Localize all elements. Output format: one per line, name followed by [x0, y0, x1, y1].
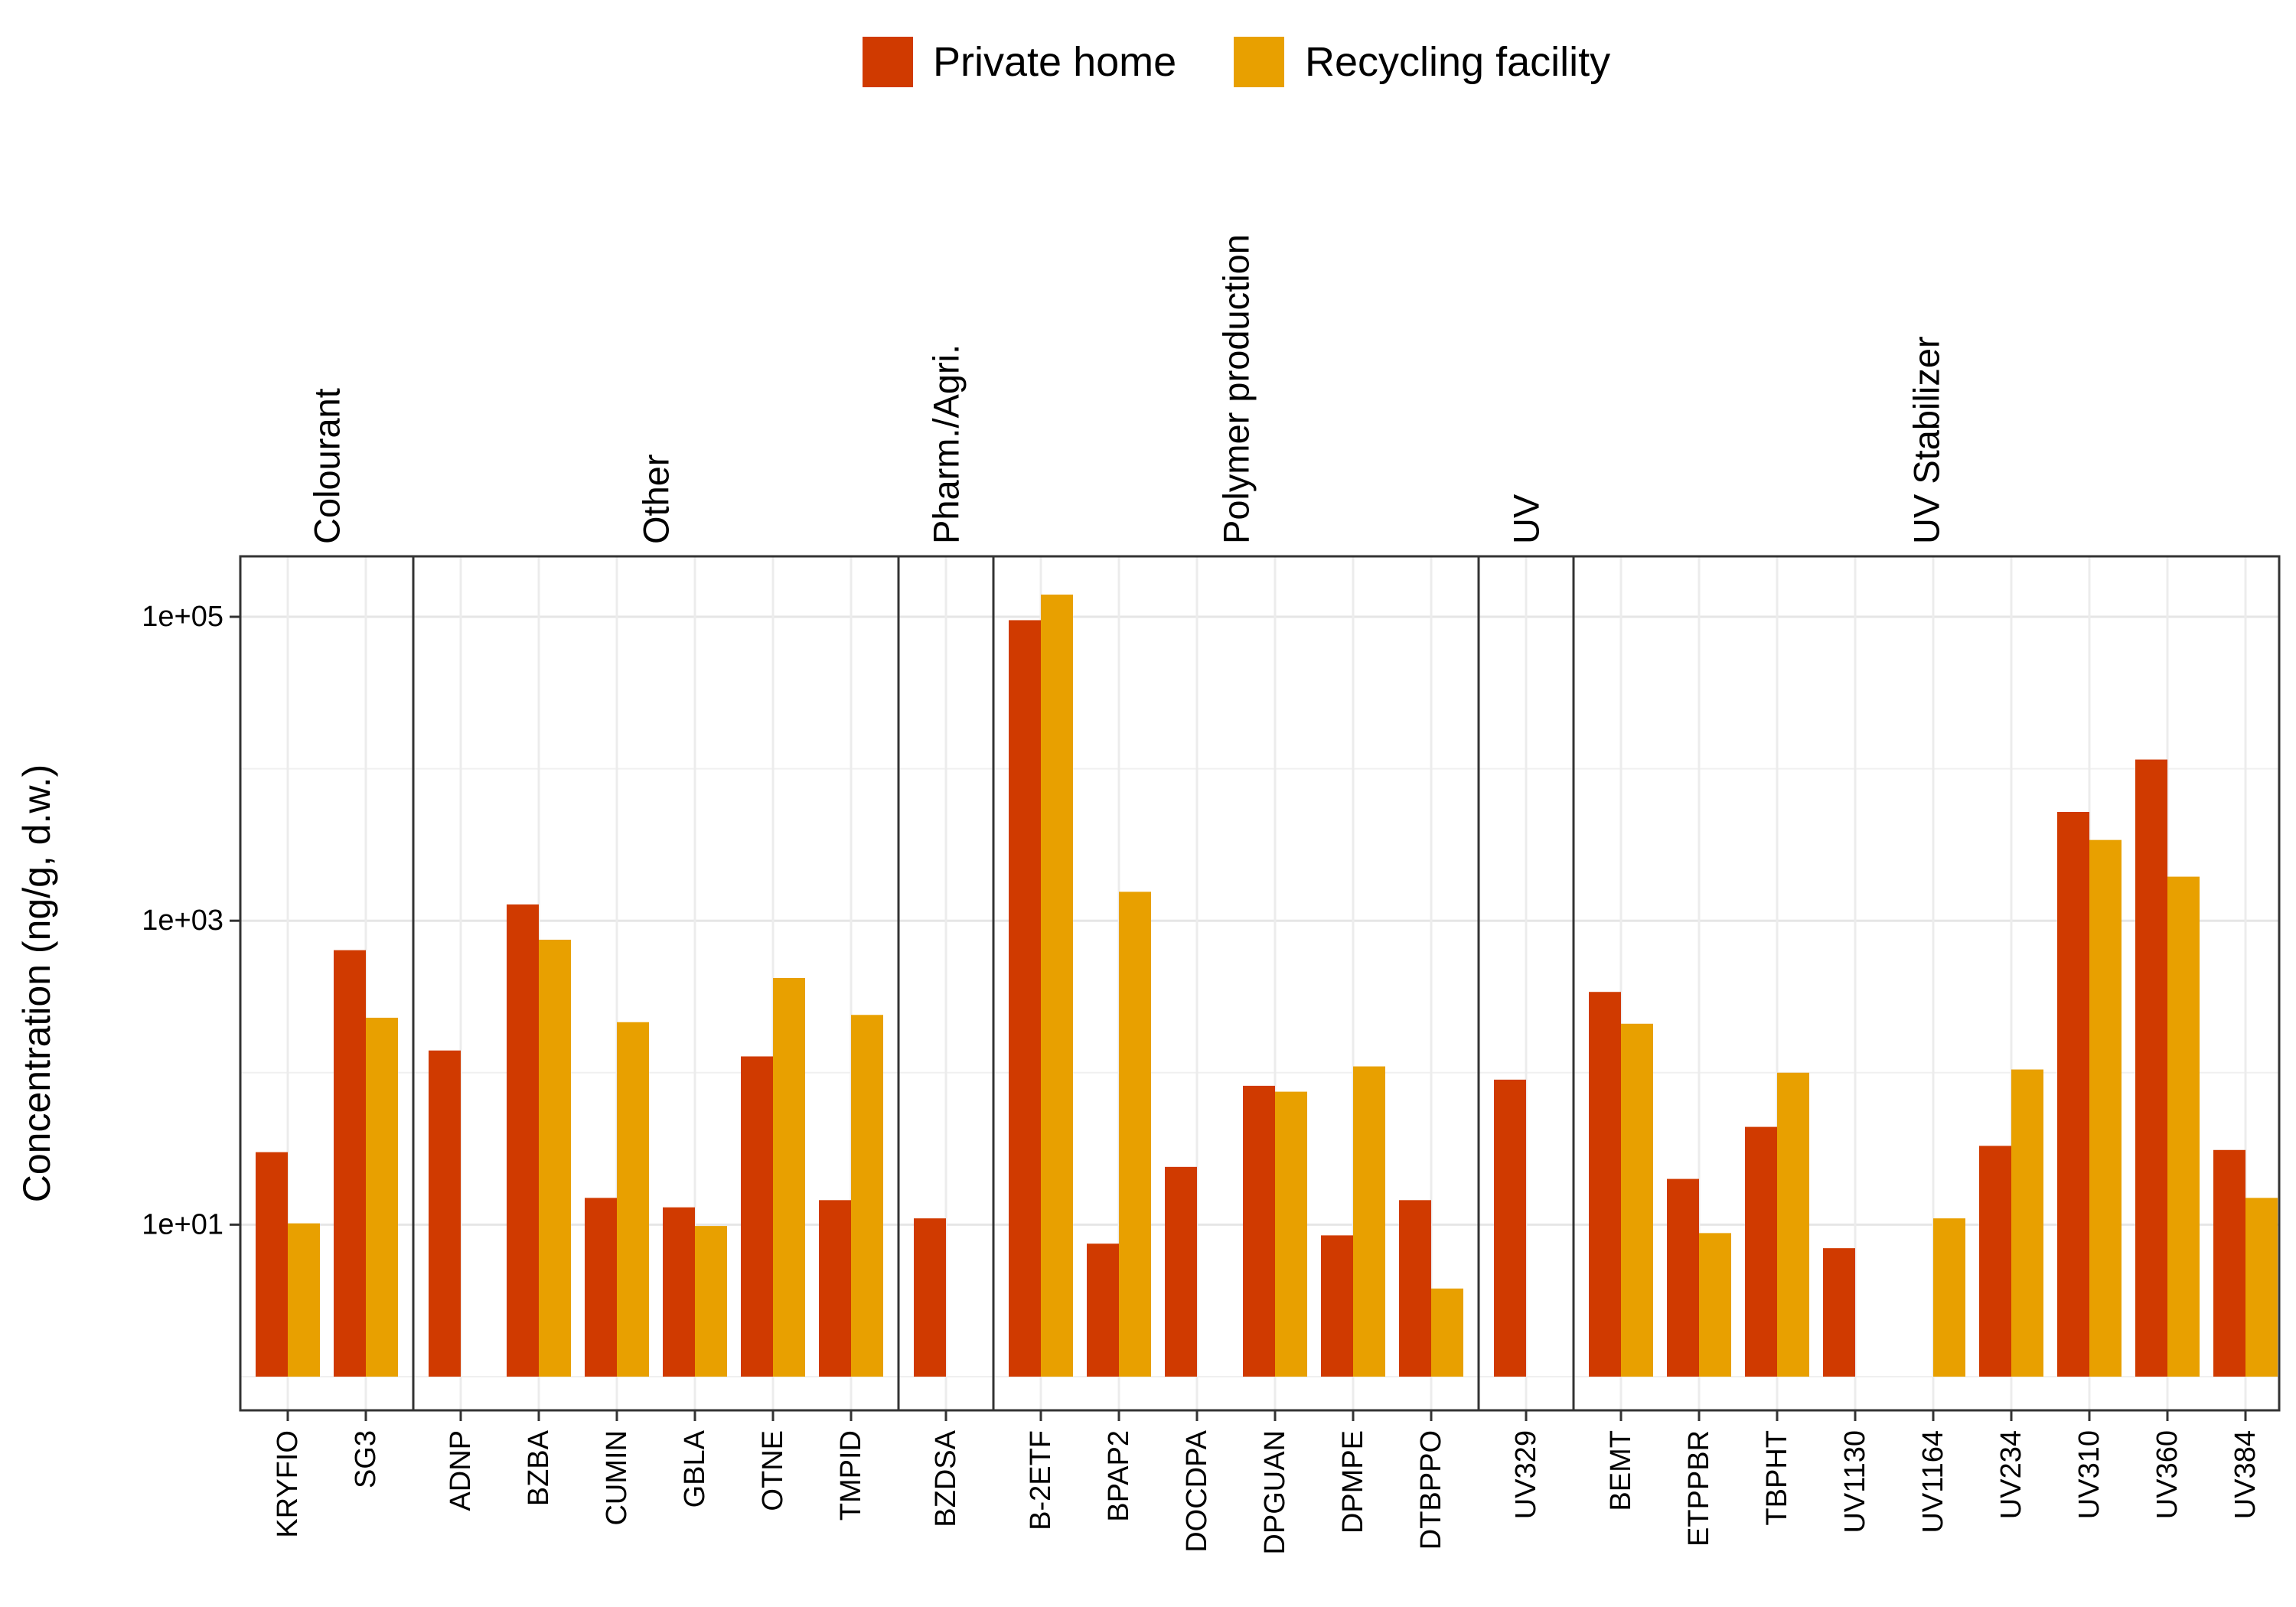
bar-cumin-private-home	[585, 1198, 617, 1377]
bar-bzba-recycling-facility	[539, 940, 571, 1377]
bars	[256, 595, 2278, 1377]
x-tick-label: UV1130	[1839, 1430, 1871, 1534]
x-tick-label: TBPHT	[1761, 1430, 1793, 1526]
bar-gbla-private-home	[663, 1207, 695, 1377]
x-tick-label: DPMPE	[1337, 1430, 1369, 1534]
bar-tbpht-recycling-facility	[1777, 1072, 1809, 1377]
x-tick-label: ADNP	[445, 1430, 477, 1511]
facet-strip-label: Polymer production	[1216, 234, 1257, 544]
bar-dpguan-recycling-facility	[1275, 1091, 1307, 1377]
bar-bpap2-recycling-facility	[1119, 892, 1151, 1377]
bar-etppbr-recycling-facility	[1699, 1233, 1731, 1377]
x-tick-label: GBLA	[679, 1429, 711, 1508]
legend-label: Recycling facility	[1305, 39, 1610, 85]
y-tick-label: 1e+03	[142, 905, 223, 937]
y-tick-label: 1e+01	[142, 1208, 223, 1240]
x-tick-label: ETPPBR	[1683, 1430, 1715, 1547]
bar-dtbppo-private-home	[1399, 1200, 1431, 1377]
facet-strip-label: Colourant	[307, 388, 347, 544]
x-tick-label: UV1164	[1917, 1430, 1949, 1534]
x-tick-label: BPAP2	[1103, 1430, 1135, 1522]
x-tick-label: BZDSA	[930, 1429, 962, 1527]
bar-tmpid-recycling-facility	[851, 1015, 883, 1377]
x-tick-label: DTBPPO	[1415, 1430, 1447, 1550]
bar-uv384-recycling-facility	[2245, 1198, 2278, 1377]
bar-bemt-private-home	[1589, 992, 1621, 1377]
bar-dtbppo-recycling-facility	[1431, 1288, 1463, 1377]
x-tick-label: DOCDPA	[1181, 1429, 1213, 1552]
bar-uv329-private-home	[1494, 1079, 1526, 1377]
x-tick-label: BEMT	[1605, 1430, 1637, 1511]
panel-border	[239, 555, 2281, 1412]
x-tick-label: UV384	[2229, 1430, 2262, 1519]
y-tick-label: 1e+05	[142, 601, 223, 633]
legend: Private home Recycling facility	[863, 37, 1610, 87]
bar-dpguan-private-home	[1243, 1085, 1275, 1377]
x-tick-label: OTNE	[757, 1430, 789, 1511]
bar-b-2etf-private-home	[1009, 620, 1041, 1377]
y-axis: 1e+01 1e+03 1e+05	[142, 601, 240, 1240]
bar-uv360-private-home	[2135, 759, 2167, 1377]
bar-uv384-private-home	[2213, 1149, 2245, 1377]
x-axis: KRYFIO SG3 ADNP BZBA CUMIN GBLA OTNE TMPID BZDSA…	[272, 1410, 2262, 1555]
bar-kryfio-private-home	[256, 1152, 288, 1377]
bar-bpap2-private-home	[1087, 1244, 1119, 1377]
x-tick-label: UV360	[2151, 1430, 2183, 1519]
bar-etppbr-private-home	[1667, 1178, 1699, 1377]
bar-gbla-recycling-facility	[695, 1226, 727, 1377]
bar-adnp-private-home	[429, 1050, 461, 1377]
facet-strip-label: UV	[1506, 494, 1547, 544]
x-tick-label: KRYFIO	[272, 1430, 304, 1538]
bar-uv310-recycling-facility	[2089, 839, 2122, 1377]
bar-otne-recycling-facility	[773, 978, 805, 1377]
facet-strips: Colourant Other Pharm./Agri. Polymer produc…	[307, 234, 1947, 544]
bar-uv310-private-home	[2057, 812, 2089, 1377]
bar-b-2etf-recycling-facility	[1041, 595, 1073, 1377]
legend-swatch	[863, 37, 913, 87]
x-tick-label: CUMIN	[601, 1430, 633, 1526]
bar-uv1130-private-home	[1823, 1248, 1855, 1377]
bar-sg3-recycling-facility	[366, 1017, 398, 1377]
bar-dpmpe-recycling-facility	[1353, 1066, 1385, 1377]
x-tick-label: BZBA	[523, 1429, 555, 1506]
bar-docdpa-private-home	[1165, 1166, 1197, 1377]
bar-uv1164-recycling-facility	[1933, 1218, 1965, 1377]
facet-strip-label: UV Stabilizer	[1906, 336, 1947, 544]
bar-tmpid-private-home	[819, 1200, 851, 1377]
bar-bzba-private-home	[507, 904, 539, 1377]
x-tick-label: UV310	[2073, 1430, 2105, 1519]
bar-cumin-recycling-facility	[617, 1022, 649, 1377]
legend-swatch	[1234, 37, 1284, 87]
x-tick-label: UV329	[1510, 1430, 1542, 1519]
bar-kryfio-recycling-facility	[288, 1223, 320, 1377]
x-tick-label: DPGUAN	[1259, 1430, 1291, 1555]
bar-otne-private-home	[741, 1056, 773, 1377]
y-axis-label: Concentration (ng/g, d.w.)	[15, 764, 58, 1203]
bar-tbpht-private-home	[1745, 1126, 1777, 1377]
x-tick-label: UV234	[1995, 1430, 2027, 1519]
bar-bzdsa-private-home	[914, 1218, 946, 1377]
bar-dpmpe-private-home	[1321, 1235, 1353, 1377]
x-tick-label: SG3	[350, 1430, 382, 1488]
x-tick-label: TMPID	[835, 1430, 867, 1521]
bar-uv360-recycling-facility	[2167, 876, 2200, 1377]
bar-bemt-recycling-facility	[1621, 1023, 1653, 1377]
facet-strip-label: Other	[636, 454, 677, 544]
bar-sg3-private-home	[334, 950, 366, 1377]
x-tick-label: B-2ETF	[1025, 1430, 1057, 1530]
bar-uv234-private-home	[1979, 1146, 2011, 1377]
legend-label: Private home	[933, 39, 1176, 85]
panel-frame	[239, 555, 2281, 1412]
bar-uv234-recycling-facility	[2011, 1069, 2043, 1377]
facet-strip-label: Pharm./Agri.	[926, 344, 967, 544]
